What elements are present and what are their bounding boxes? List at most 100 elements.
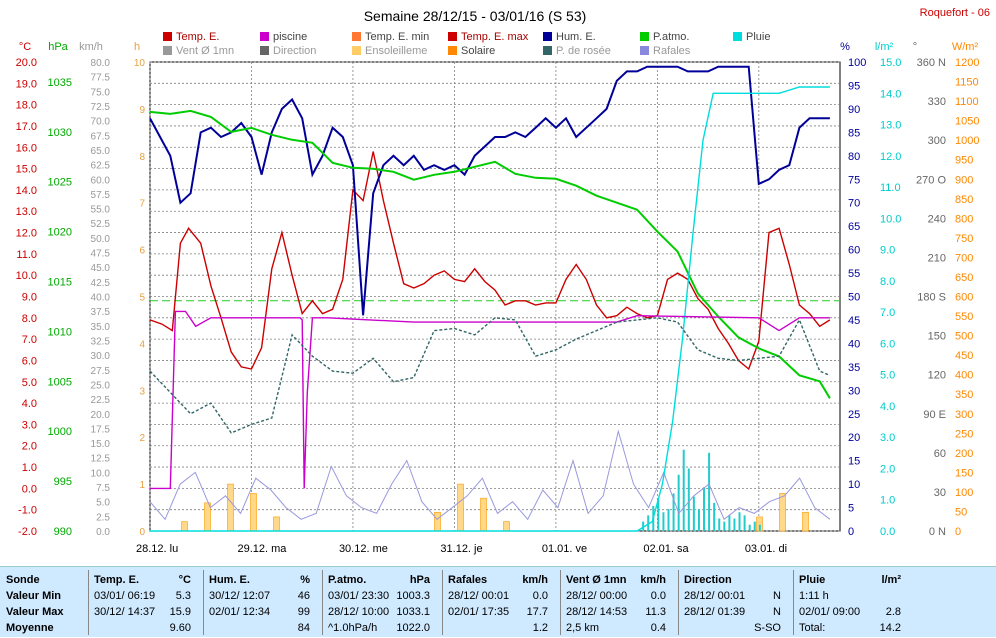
axis-tick-label: 25 xyxy=(848,409,860,421)
rain-bar xyxy=(687,468,690,531)
axis-tick-label: 25.0 xyxy=(91,380,111,391)
legend-label: Temp. E. max xyxy=(461,31,529,43)
axis-tick-label: 12.0 xyxy=(880,151,901,163)
stats-column: Vent Ø 1mn km/h 28/12/ 00:00 0.0 28/12/ 14:5… xyxy=(560,567,678,638)
stats-value: 0.0 xyxy=(650,590,666,602)
axis-tick-label: 6.0 xyxy=(880,338,895,350)
stats-value: 17.7 xyxy=(526,606,548,618)
stats-time: 1:11 h xyxy=(799,590,829,602)
weather-chart: Semaine 28/12/15 - 03/01/16 (S 53) Roque… xyxy=(16,7,990,555)
axis-tick-label: 1100 xyxy=(955,96,979,108)
rain-bar xyxy=(738,512,741,531)
axis-tick-label: 150 xyxy=(955,467,973,479)
stats-title: Rafales xyxy=(448,574,488,586)
rain-bar xyxy=(642,521,645,531)
axis-tick-label: 52.5 xyxy=(91,219,111,230)
stats-header: Hum. E.% xyxy=(209,572,316,588)
rain-bar xyxy=(697,509,700,531)
axis-tick-label: 90 E xyxy=(923,409,946,421)
axis-tick-label: 5.0 xyxy=(96,498,110,509)
stats-header: P.atmo. hPa xyxy=(328,572,436,588)
stats-time: 30/12/ 12:07 xyxy=(209,590,271,602)
axis-tick-label: 14.0 xyxy=(880,88,901,100)
stats-column: Temp. E. °C 03/01/ 06:19 5.3 30/12/ 14:37 15.… xyxy=(88,567,203,638)
stats-time: ^1.0hPa/h xyxy=(328,622,378,634)
stats-title: Direction xyxy=(684,574,732,586)
sunshine-bar xyxy=(181,521,188,532)
axis-tick-label: 15.0 xyxy=(16,164,37,176)
axis-tick-label: 67.5 xyxy=(91,131,111,142)
axis-tick-label: 10 xyxy=(848,479,860,491)
axis-tick-label: 60 xyxy=(848,245,860,257)
axis-tick-label: 17.5 xyxy=(91,424,111,435)
axis-unit-label: km/h xyxy=(79,41,103,53)
stats-title: Pluie xyxy=(799,574,826,586)
axis-tick-label: 700 xyxy=(955,252,973,264)
axis-tick-label: 70 xyxy=(848,198,860,210)
axis-tick-label: 1.0 xyxy=(22,462,37,474)
series-lines xyxy=(149,65,831,532)
stats-header: Rafales km/h xyxy=(448,572,554,588)
stats-title: P.atmo. xyxy=(328,574,367,586)
axis-tick-label: 15.0 xyxy=(880,57,901,69)
stats-header: Temp. E. °C xyxy=(94,572,197,588)
stats-separator xyxy=(678,570,679,635)
stats-row: 30/12/ 12:07 46 xyxy=(209,588,316,604)
axis-tick-label: 0.0 xyxy=(880,526,895,538)
stats-value: 99 xyxy=(297,606,310,618)
axis-tick-label: 80 xyxy=(848,151,860,163)
axis-tick-label: 15.0 xyxy=(91,439,111,450)
stats-value: 1022.0 xyxy=(396,622,430,634)
stats-time: 28/12/ 10:00 xyxy=(328,606,390,618)
sunshine-bar xyxy=(204,502,211,532)
legend-label: P. de rosée xyxy=(556,45,611,57)
rain-bar xyxy=(657,499,660,531)
axis-tick-label: 55.0 xyxy=(91,205,111,216)
stats-value: 1.2 xyxy=(532,622,548,634)
axis-tick-label: 5 xyxy=(848,503,854,515)
chart-title: Semaine 28/12/15 - 03/01/16 (S 53) xyxy=(364,8,587,24)
legend-swatch xyxy=(163,32,172,41)
axis-tick-label: 30 xyxy=(848,385,860,397)
stats-row: 02/01/ 09:00 2.8 xyxy=(799,604,907,620)
stats-time: 02/01/ 17:35 xyxy=(448,606,510,618)
rain-bar xyxy=(667,509,670,531)
axis-tick-label: 16.0 xyxy=(16,142,37,154)
axis-tick-label: 9 xyxy=(139,105,145,116)
stats-row: 28/12/ 14:53 11.3 xyxy=(566,604,672,620)
stats-row: Valeur Min xyxy=(6,590,62,602)
axis-tick-label: 70.0 xyxy=(91,117,111,128)
axis-tick-label: 1150 xyxy=(955,77,979,89)
legend-swatch xyxy=(640,32,649,41)
axis-tick-label: 240 xyxy=(928,213,946,225)
axis-tick-label: 210 xyxy=(928,252,946,264)
stats-header: Pluie l/m² xyxy=(799,572,907,588)
axis-tick-label: 450 xyxy=(955,350,973,362)
rain-bar xyxy=(692,496,695,531)
axis-tick-label: 57.5 xyxy=(91,190,111,201)
series-line-piscine xyxy=(150,310,830,490)
sunshine-bar xyxy=(457,483,464,532)
axis-tick-label: 30.0 xyxy=(91,351,111,362)
axis-tick-label: 50.0 xyxy=(91,234,111,245)
axis-tick-label: 4.0 xyxy=(22,398,37,410)
stats-row: 28/12/ 01:39 N xyxy=(684,604,787,620)
stats-row: 03/01/ 23:30 1003.3 xyxy=(328,588,436,604)
axis-tick-label: 90 xyxy=(848,104,860,116)
rain-bar xyxy=(713,502,716,531)
rain-bar xyxy=(728,515,731,531)
legend-label: piscine xyxy=(273,31,307,43)
axis-tick-label: 7.0 xyxy=(22,334,37,346)
stats-row: 02/01/ 12:34 99 xyxy=(209,604,316,620)
axes: -2.0-1.00.01.02.03.04.05.06.07.08.09.010… xyxy=(16,57,980,538)
stats-panel: Sonde Valeur Min Valeur Max Moyenne Temp. E.… xyxy=(0,566,996,637)
axis-tick-label: 75.0 xyxy=(91,87,111,98)
stats-header: Direction xyxy=(684,572,787,588)
stats-unit: km/h xyxy=(640,574,666,586)
stats-separator xyxy=(793,570,794,635)
axis-tick-label: 45 xyxy=(848,315,860,327)
axis-unit-label: % xyxy=(840,41,850,53)
legend-label: P.atmo. xyxy=(653,31,690,43)
x-axis-label: 29.12. ma xyxy=(237,543,287,555)
stats-time: 2,5 km xyxy=(566,622,600,634)
